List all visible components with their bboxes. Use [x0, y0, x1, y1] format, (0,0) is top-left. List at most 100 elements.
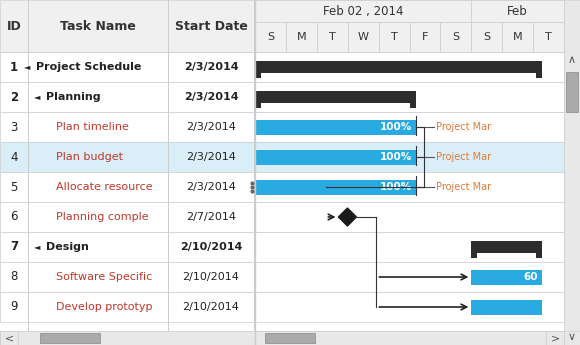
- Text: 100%: 100%: [379, 122, 412, 132]
- Bar: [564, 0, 580, 345]
- Text: T: T: [391, 32, 397, 42]
- Text: 100%: 100%: [379, 152, 412, 162]
- Text: 5: 5: [10, 180, 17, 194]
- Text: S: S: [267, 32, 274, 42]
- Bar: [0, 292, 254, 322]
- Bar: [255, 142, 564, 172]
- Bar: [255, 292, 564, 322]
- Bar: [472, 22, 502, 52]
- Text: Design: Design: [46, 242, 89, 252]
- Text: S: S: [483, 32, 490, 42]
- Text: 6: 6: [10, 210, 18, 224]
- Bar: [546, 331, 564, 345]
- Bar: [255, 149, 416, 165]
- Text: 60: 60: [524, 272, 538, 282]
- Text: Plan timeline: Plan timeline: [56, 122, 129, 132]
- Text: ◄: ◄: [34, 243, 41, 252]
- Text: Feb 02 , 2014: Feb 02 , 2014: [323, 4, 404, 18]
- Text: Start Date: Start Date: [175, 20, 248, 32]
- Text: 1: 1: [10, 60, 18, 73]
- Bar: [0, 202, 254, 232]
- Bar: [472, 299, 542, 315]
- Bar: [536, 73, 542, 78]
- Bar: [255, 91, 416, 103]
- Bar: [472, 269, 542, 285]
- Text: Develop prototyp: Develop prototyp: [56, 302, 153, 312]
- Text: Planning comple: Planning comple: [56, 212, 148, 222]
- Text: 8: 8: [10, 270, 17, 284]
- Text: Project Mar: Project Mar: [436, 122, 491, 132]
- Bar: [536, 253, 542, 258]
- Text: F: F: [422, 32, 428, 42]
- Bar: [255, 172, 564, 202]
- Text: 2/3/2014: 2/3/2014: [184, 92, 238, 102]
- Text: 2/3/2014: 2/3/2014: [186, 152, 236, 162]
- Text: 3: 3: [10, 120, 17, 134]
- Bar: [0, 331, 580, 345]
- Bar: [255, 119, 416, 135]
- Text: ◄: ◄: [34, 92, 41, 101]
- Bar: [0, 0, 254, 52]
- Bar: [0, 82, 254, 112]
- Bar: [255, 112, 564, 142]
- Text: Allocate resource: Allocate resource: [56, 182, 153, 192]
- Text: 100%: 100%: [379, 182, 412, 192]
- Text: ◄: ◄: [24, 62, 31, 71]
- Text: 2: 2: [10, 90, 18, 104]
- Text: Project Mar: Project Mar: [436, 152, 491, 162]
- Text: 2/3/2014: 2/3/2014: [186, 182, 236, 192]
- Text: <: <: [5, 333, 13, 343]
- Text: 2/10/2014: 2/10/2014: [183, 302, 240, 312]
- Text: 9: 9: [10, 300, 18, 314]
- Text: ∨: ∨: [568, 332, 576, 342]
- Text: S: S: [452, 32, 459, 42]
- Bar: [255, 73, 261, 78]
- Text: T: T: [329, 32, 336, 42]
- Bar: [255, 0, 472, 22]
- Bar: [0, 142, 254, 172]
- Bar: [255, 0, 564, 52]
- Bar: [472, 253, 477, 258]
- Bar: [472, 241, 542, 253]
- Bar: [440, 22, 472, 52]
- Text: 2/3/2014: 2/3/2014: [184, 62, 238, 72]
- Bar: [255, 179, 416, 195]
- Bar: [379, 22, 409, 52]
- Bar: [472, 0, 564, 22]
- Bar: [533, 22, 564, 52]
- Bar: [0, 172, 254, 202]
- Bar: [0, 262, 254, 292]
- Text: M: M: [296, 32, 306, 42]
- Bar: [255, 232, 564, 262]
- Text: Plan budget: Plan budget: [56, 152, 123, 162]
- Text: 2/3/2014: 2/3/2014: [186, 122, 236, 132]
- Bar: [255, 82, 564, 112]
- Bar: [40, 333, 100, 343]
- Bar: [265, 333, 315, 343]
- Bar: [255, 61, 542, 73]
- Text: M: M: [513, 32, 523, 42]
- Bar: [255, 22, 286, 52]
- Bar: [0, 52, 254, 82]
- Text: 4: 4: [10, 150, 18, 164]
- Bar: [255, 331, 564, 345]
- Bar: [286, 22, 317, 52]
- Bar: [0, 331, 18, 345]
- Text: Project Schedule: Project Schedule: [36, 62, 142, 72]
- Bar: [255, 202, 564, 232]
- Bar: [317, 22, 347, 52]
- Text: W: W: [358, 32, 369, 42]
- Text: Task Name: Task Name: [60, 20, 136, 32]
- Bar: [409, 103, 416, 108]
- Text: >: >: [550, 333, 560, 343]
- Text: ∧: ∧: [568, 55, 576, 65]
- Text: 2/10/2014: 2/10/2014: [180, 242, 242, 252]
- Bar: [409, 22, 440, 52]
- Text: 7: 7: [10, 240, 18, 254]
- Text: Feb: Feb: [508, 4, 528, 18]
- Bar: [255, 52, 564, 82]
- Text: Planning: Planning: [46, 92, 100, 102]
- Bar: [502, 22, 533, 52]
- Text: 2/10/2014: 2/10/2014: [183, 272, 240, 282]
- Text: Software Specific: Software Specific: [56, 272, 152, 282]
